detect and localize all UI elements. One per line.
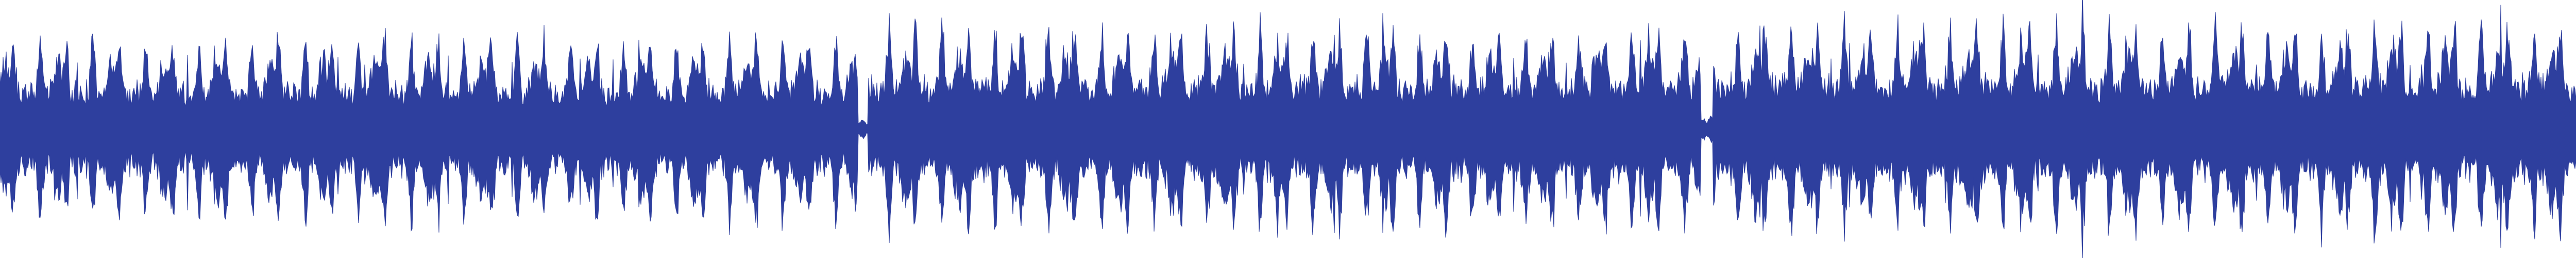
waveform-path — [0, 0, 2576, 258]
audio-waveform — [0, 0, 2576, 258]
